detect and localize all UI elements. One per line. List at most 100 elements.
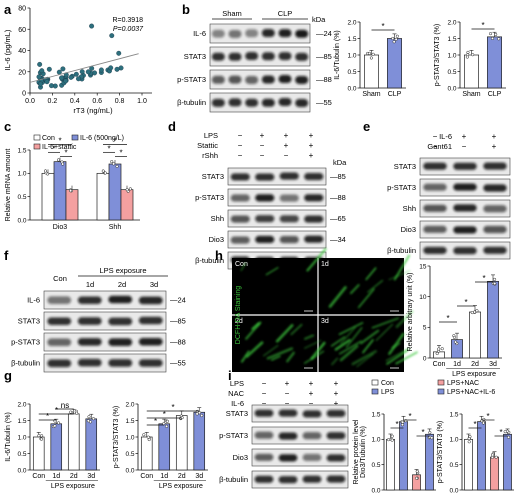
- stain-label: DCFH-DA Staining: [235, 286, 242, 344]
- x-axis-label: LPS exposure: [51, 483, 95, 490]
- scatter-point: [39, 68, 45, 74]
- panel-letter-b: b: [182, 2, 190, 17]
- y-tick-label: 0.5: [449, 462, 458, 469]
- quadrant-label: 2d: [235, 318, 243, 325]
- data-dot: [493, 277, 497, 281]
- blot-band: [138, 337, 163, 346]
- y-axis-label: p-STAT3/STAT3 (%): [434, 24, 441, 87]
- blot-label: IL-6: [193, 29, 206, 38]
- data-dot: [371, 52, 375, 56]
- data-dot: [394, 37, 398, 41]
- condition-mark: −: [285, 389, 290, 398]
- data-dot: [392, 40, 396, 44]
- blot-band: [230, 173, 250, 181]
- data-dot: [494, 455, 498, 459]
- y-tick-label: 2.0: [347, 19, 356, 26]
- y-tick-label: 0.5: [447, 69, 456, 76]
- data-dot: [454, 340, 458, 344]
- blot-band: [138, 296, 163, 305]
- blot-label: Shh: [403, 204, 416, 213]
- legend-swatch: [371, 379, 379, 386]
- blot-band: [254, 475, 274, 483]
- blot-label: STAT3: [18, 317, 40, 326]
- blot-band: [108, 295, 133, 304]
- bar: [193, 411, 206, 471]
- fluorescent-cell: [265, 267, 279, 276]
- blot-band: [278, 29, 292, 38]
- y-tick-label: 0.0: [447, 85, 456, 92]
- blot-band: [302, 432, 322, 440]
- data-dot: [507, 435, 511, 439]
- y-axis-label: Relative mRNA amount: [5, 149, 12, 222]
- fluorescent-cell: [388, 332, 405, 355]
- scatter-point: [49, 83, 54, 89]
- blot-label: STAT3: [394, 162, 416, 171]
- blot-kda: —85: [316, 52, 332, 61]
- data-dot: [490, 36, 495, 40]
- panel-d-kda-header: kDa: [333, 158, 347, 167]
- blot-label: β-tubulin: [195, 256, 224, 265]
- blot-band: [483, 205, 507, 213]
- x-tick-label: Con: [433, 361, 446, 368]
- panel-i-blots: LPS − + + +NAC − − + +IL-6− − − +STAT3p-STAT3Dio3β-…: [219, 379, 349, 489]
- x-tick-label: 3d: [489, 361, 497, 368]
- blot-label: Dio3: [209, 235, 224, 244]
- panel-letter-h: h: [215, 248, 223, 263]
- data-dot: [69, 410, 73, 414]
- fluorescent-cell: [345, 327, 363, 348]
- blot-band: [423, 204, 447, 212]
- data-dot: [440, 347, 444, 351]
- bar: [85, 418, 98, 471]
- condition-mark: −: [238, 151, 243, 160]
- quadrant-label: 1d: [321, 261, 329, 268]
- fluorescent-cell: [367, 279, 384, 293]
- bar: [477, 421, 486, 491]
- y-tick-label: 20: [18, 69, 26, 76]
- blot-kda: —55: [170, 359, 186, 368]
- x-tick-label: 2d: [178, 473, 186, 480]
- panel-b-kda-header: kDa: [312, 15, 326, 24]
- blot-band: [138, 359, 163, 367]
- condition-mark: +: [334, 399, 339, 408]
- blot-label: p-STAT3: [177, 75, 206, 84]
- x-tick-label: CLP: [488, 91, 502, 98]
- blot-band: [483, 225, 507, 234]
- fluorescent-cell: [360, 329, 380, 345]
- blot-label: p-STAT3: [195, 193, 224, 202]
- blot-band: [302, 453, 322, 462]
- sig-label: *: [464, 298, 467, 307]
- x-tick-label: 2d: [471, 361, 479, 368]
- blot-band: [278, 75, 292, 84]
- panel-b-bar-pstat3: 0.0 0.5 1.0 1.5 2.0 p-STAT3/STAT3 (%) Sham CLP *: [434, 19, 506, 98]
- bar: [433, 351, 445, 359]
- y-tick-label: 0.5: [17, 451, 26, 458]
- sig-label: *: [395, 420, 398, 429]
- data-dot: [497, 37, 501, 41]
- data-dot: [101, 169, 105, 173]
- fluorescent-cell: [262, 344, 279, 357]
- sig-label: *: [107, 144, 110, 153]
- x-tick-label: Dio3: [53, 224, 68, 231]
- y-tick-label: 0.0: [17, 467, 26, 474]
- lane-label-day: 1d: [86, 280, 94, 289]
- bar: [67, 413, 80, 471]
- bar: [469, 311, 481, 359]
- panel-letter-g: g: [4, 368, 12, 383]
- fluorescent-cell: [349, 284, 360, 295]
- data-dot: [53, 424, 57, 428]
- blot-band: [254, 409, 274, 417]
- blot-label: β-tubulin: [11, 359, 40, 368]
- sig-label: *: [486, 412, 489, 421]
- y-tick-label: 15: [419, 263, 427, 270]
- blot-band: [278, 432, 298, 440]
- y-tick-label: 1.5: [447, 36, 456, 43]
- scatter-point: [79, 69, 85, 75]
- fluorescent-cell: [306, 248, 327, 272]
- x-tick-label: 0.8: [115, 98, 125, 105]
- x-tick-label: Con: [32, 473, 45, 480]
- panel-b-group-sham: Sham: [222, 9, 242, 18]
- y-tick-label: 0: [22, 91, 26, 98]
- data-dot: [481, 421, 486, 425]
- sig-label: *: [171, 403, 174, 412]
- blot-frame: [251, 404, 349, 423]
